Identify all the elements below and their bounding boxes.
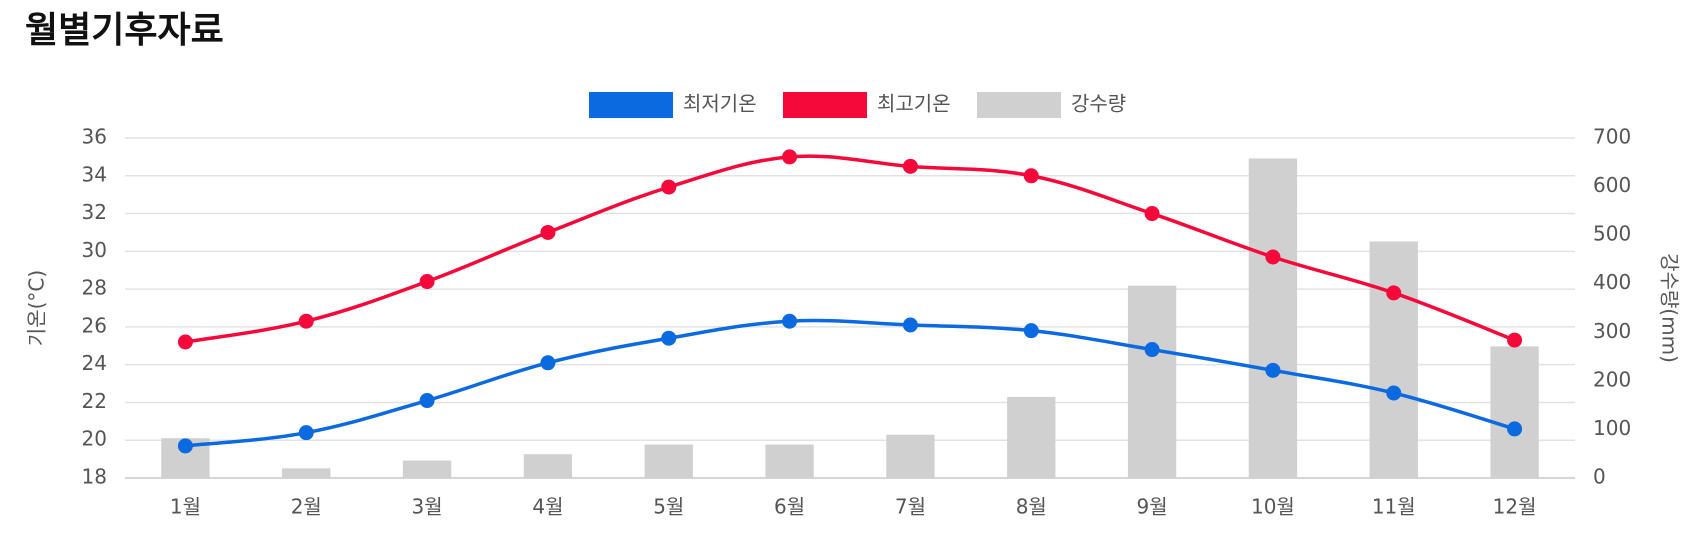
y2-tick-label: 600 [1593, 173, 1631, 197]
bar [1007, 396, 1056, 478]
legend-label: 최고기온 [877, 92, 951, 116]
bar [402, 460, 452, 478]
y-tick-label: 30 [82, 238, 107, 262]
y2-tick-label: 300 [1593, 319, 1631, 343]
x-tick-label: 1월 [170, 495, 201, 519]
y2-tick-label: 100 [1593, 416, 1631, 440]
legend-label: 최저기온 [683, 92, 757, 116]
bar [1369, 241, 1418, 478]
x-tick-label: 2월 [291, 495, 322, 519]
bar [1490, 346, 1539, 478]
y2-tick-label: 700 [1593, 125, 1631, 149]
point [661, 179, 677, 195]
x-tick-label: 8월 [1016, 495, 1047, 519]
point [1386, 385, 1402, 401]
y-tick-label: 32 [82, 200, 107, 224]
point [1507, 332, 1523, 348]
point [177, 438, 193, 454]
y-tick-label: 20 [82, 427, 107, 451]
point [1265, 362, 1281, 378]
y2-tick-label: 0 [1593, 465, 1606, 489]
point [1023, 323, 1039, 339]
point [902, 317, 918, 333]
point [1507, 421, 1523, 437]
line [185, 318, 1516, 448]
point [540, 224, 556, 240]
x-tick-label: 4월 [532, 495, 563, 519]
point [1144, 206, 1160, 222]
y-tick-label: 24 [82, 351, 107, 375]
x-tick-label: 7월 [895, 495, 926, 519]
point [419, 393, 435, 409]
point [540, 355, 556, 371]
y-tick-label: 18 [82, 465, 107, 489]
bar [523, 454, 573, 478]
legend-swatch [783, 92, 867, 118]
point [902, 158, 918, 174]
point [298, 425, 314, 441]
legend-swatch [589, 92, 673, 118]
x-tick-label: 12월 [1493, 495, 1537, 519]
y-tick-label: 22 [82, 389, 107, 413]
y2-tick-label: 500 [1593, 222, 1631, 246]
y2-tick-label: 200 [1593, 367, 1631, 391]
point [298, 313, 314, 329]
line [185, 154, 1516, 344]
x-tick-label: 3월 [412, 495, 443, 519]
y-tick-label: 26 [82, 313, 107, 337]
point [419, 274, 435, 290]
x-tick-label: 6월 [774, 495, 805, 519]
bar [282, 468, 331, 478]
page-title: 월별기후자료 [25, 10, 224, 51]
y2-axis-title: 강수량(mm) [1658, 253, 1682, 363]
y2-tick-label: 400 [1593, 270, 1631, 294]
y-axis-title: 기온(°C) [25, 270, 49, 346]
point [782, 149, 798, 165]
bar [765, 444, 814, 478]
point [782, 313, 798, 329]
point [661, 330, 677, 346]
bar [1127, 285, 1177, 478]
point [1023, 168, 1039, 184]
legend-label: 강수량 [1071, 92, 1126, 116]
point [1265, 249, 1281, 265]
point [177, 334, 193, 350]
x-tick-label: 5월 [653, 495, 684, 519]
x-tick-label: 11월 [1372, 495, 1416, 519]
x-tick-label: 10월 [1251, 495, 1295, 519]
bar [886, 434, 935, 478]
y-tick-label: 28 [82, 276, 107, 300]
y-tick-label: 36 [82, 125, 107, 149]
legend-swatch [977, 92, 1061, 118]
y-tick-label: 34 [82, 162, 107, 186]
point [1144, 342, 1160, 358]
x-tick-label: 9월 [1137, 495, 1168, 519]
bar [1248, 158, 1298, 478]
bar [644, 444, 693, 478]
point [1386, 285, 1402, 301]
